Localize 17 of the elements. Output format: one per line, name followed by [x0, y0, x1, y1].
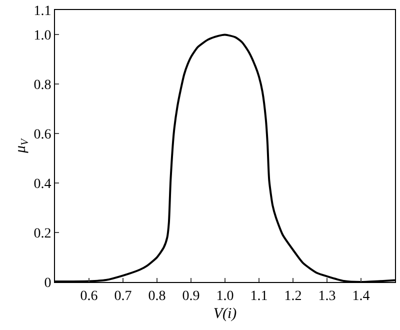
y-tick-label: 0.6: [34, 128, 52, 143]
x-axis-title: V(i): [213, 306, 237, 322]
y-tick-label: 0: [44, 276, 52, 291]
x-tick-label: 1.4: [352, 288, 370, 304]
x-tick-label: 0.9: [182, 288, 200, 304]
y-tick-label: 1.0: [34, 28, 52, 44]
y-tick-label: 1.1: [34, 4, 52, 19]
x-tick-label: 1.0: [216, 288, 234, 304]
y-tick-label: 0.2: [34, 226, 52, 242]
y-tick-label: 0.8: [34, 78, 52, 94]
x-tick-label: 1.1: [250, 288, 268, 304]
x-tick-label: 0.6: [80, 288, 98, 304]
y-tick-label: 0.4: [34, 176, 52, 192]
x-tick-label: 1.3: [318, 288, 336, 304]
x-tick-label: 1.2: [284, 288, 302, 304]
x-tick-label: 0.8: [148, 288, 166, 304]
x-tick-label: 0.7: [114, 288, 132, 304]
